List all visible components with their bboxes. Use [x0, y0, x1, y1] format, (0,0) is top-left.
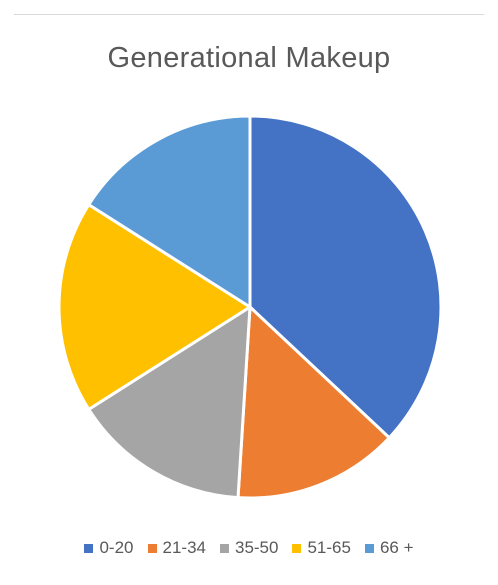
legend-label: 35-50	[234, 538, 279, 557]
legend-item: 66 +	[364, 538, 414, 558]
legend-item: 21-34	[147, 538, 206, 558]
pie-slice-0-20	[248, 114, 443, 440]
top-divider	[14, 14, 484, 15]
legend-label: 51-65	[307, 538, 351, 557]
chart-title: Generational Makeup	[107, 42, 391, 74]
legend-label: 0-20	[99, 538, 134, 557]
pie-slice-21-34	[236, 305, 391, 500]
legend: 0-20 21-34 35-50 51-65 66 +	[0, 538, 498, 558]
legend-label: 66 +	[379, 538, 414, 557]
pie-slice-51-65	[57, 203, 252, 411]
pie-slice-66	[87, 114, 252, 309]
legend-item: 0-20	[84, 538, 134, 558]
legend-swatch	[292, 543, 302, 553]
legend-item: 51-65	[292, 538, 351, 558]
legend-swatch	[84, 543, 94, 553]
legend-label: 21-34	[162, 538, 206, 557]
pie-slice-35-50	[87, 305, 252, 500]
legend-swatch	[147, 543, 157, 553]
legend-swatch	[364, 543, 374, 553]
legend-item: 35-50	[219, 538, 279, 558]
legend-swatch	[219, 543, 229, 553]
